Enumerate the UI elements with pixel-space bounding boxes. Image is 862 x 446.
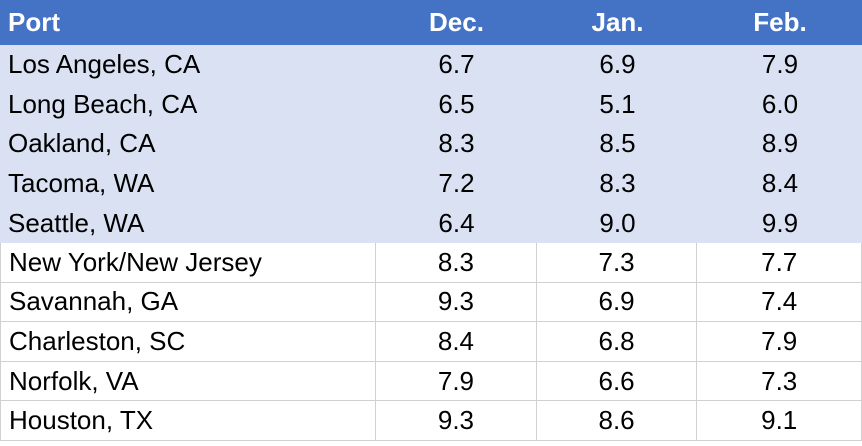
table-row: Savannah, GA 9.3 6.9 7.4 bbox=[0, 282, 862, 323]
value-cell-dec: 6.5 bbox=[438, 88, 475, 119]
value-cell-dec: 8.4 bbox=[376, 322, 537, 361]
value-cell-feb: 8.4 bbox=[761, 168, 799, 199]
value-cell-dec: 8.3 bbox=[376, 242, 537, 282]
header-dec: Dec. bbox=[429, 7, 484, 37]
value-cell-feb: 9.1 bbox=[761, 405, 798, 436]
table-row: Los Angeles, CA 6.7 6.9 7.9 bbox=[0, 45, 862, 85]
table-row: Houston, TX 9.3 8.6 9.1 bbox=[0, 401, 862, 441]
value-cell-jan: 6.9 bbox=[537, 282, 698, 322]
header-port: Port bbox=[8, 7, 60, 37]
port-cell: Norfolk, VA bbox=[1, 361, 377, 401]
port-cell: Oakland, CA bbox=[8, 128, 156, 159]
value-cell-feb: 7.7 bbox=[761, 246, 798, 277]
table-row: Seattle, WA 6.4 9.0 9.9 bbox=[0, 203, 862, 243]
value-cell-jan: 8.6 bbox=[537, 401, 698, 440]
header-feb: Feb. bbox=[753, 7, 807, 37]
value-cell-dec: 6.7 bbox=[438, 49, 475, 80]
table-header-row: Port Dec. Jan. Feb. bbox=[0, 0, 862, 45]
value-cell-feb: 7.4 bbox=[761, 286, 798, 317]
port-cell: Savannah, GA bbox=[1, 282, 377, 322]
value-cell-dec: 7.9 bbox=[376, 361, 537, 401]
header-jan: Jan. bbox=[591, 7, 644, 37]
port-cell: Seattle, WA bbox=[8, 207, 145, 238]
value-cell-jan: 6.9 bbox=[599, 49, 636, 80]
value-cell-feb: 9.9 bbox=[761, 207, 799, 238]
value-cell-dec: 8.3 bbox=[438, 128, 475, 159]
value-cell-dec: 9.3 bbox=[376, 282, 537, 322]
table-row: Tacoma, WA 7.2 8.3 8.4 bbox=[0, 163, 862, 204]
value-cell-jan: 7.3 bbox=[537, 242, 698, 282]
value-cell-jan: 9.0 bbox=[599, 207, 636, 238]
value-cell-feb: 7.3 bbox=[761, 365, 798, 396]
table-body: Los Angeles, CA 6.7 6.9 7.9 Long Beach, CA 6.… bbox=[0, 45, 862, 441]
port-cell: Long Beach, CA bbox=[8, 88, 198, 119]
value-cell-jan: 8.5 bbox=[599, 128, 636, 159]
value-cell-feb: 6.0 bbox=[761, 88, 799, 119]
table-row: Long Beach, CA 6.5 5.1 6.0 bbox=[0, 84, 862, 125]
table-row: New York/New Jersey 8.3 7.3 7.7 bbox=[0, 242, 862, 283]
table-row: Charleston, SC 8.4 6.8 7.9 bbox=[0, 322, 862, 362]
value-cell-feb: 7.9 bbox=[761, 325, 798, 356]
table-row: Norfolk, VA 7.9 6.6 7.3 bbox=[0, 361, 862, 402]
value-cell-feb: 8.9 bbox=[761, 128, 799, 159]
port-cell: Los Angeles, CA bbox=[8, 49, 201, 80]
value-cell-jan: 8.3 bbox=[599, 168, 636, 199]
port-cell: Tacoma, WA bbox=[8, 168, 155, 199]
value-cell-jan: 6.8 bbox=[537, 322, 698, 361]
port-cell: New York/New Jersey bbox=[1, 242, 377, 282]
value-cell-jan: 6.6 bbox=[537, 361, 698, 401]
value-cell-dec: 6.4 bbox=[438, 207, 475, 238]
port-cell: Houston, TX bbox=[1, 401, 377, 440]
value-cell-jan: 5.1 bbox=[599, 88, 636, 119]
value-cell-dec: 7.2 bbox=[438, 168, 475, 199]
value-cell-feb: 7.9 bbox=[761, 49, 799, 80]
value-cell-dec: 9.3 bbox=[376, 401, 537, 440]
port-cell: Charleston, SC bbox=[1, 322, 377, 361]
table-row: Oakland, CA 8.3 8.5 8.9 bbox=[0, 124, 862, 164]
